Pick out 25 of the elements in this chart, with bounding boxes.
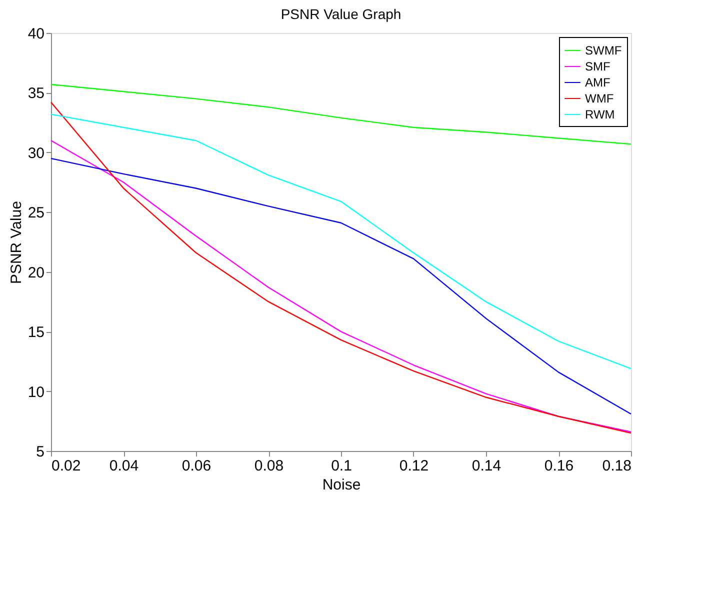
legend-label: RWM: [585, 108, 615, 122]
x-tick-label: 0.16: [544, 458, 574, 474]
x-tick-label: 0.14: [472, 458, 502, 474]
y-axis-title: PSNR Value: [8, 200, 25, 284]
y-tick-label: 35: [28, 85, 44, 102]
y-tick-label: 20: [28, 264, 44, 282]
legend-label: SWMF: [585, 44, 622, 58]
x-axis-title: Noise: [322, 476, 361, 494]
x-tick-label: 0.06: [182, 458, 212, 474]
x-tick-label: 0.18: [602, 458, 632, 474]
y-tick-label: 5: [36, 444, 44, 460]
legend-label: AMF: [585, 76, 610, 90]
y-tick-label: 40: [28, 26, 44, 42]
x-tick-label: 0.08: [254, 458, 284, 474]
legend-label: WMF: [585, 92, 614, 106]
y-tick-label: 10: [28, 384, 44, 401]
chart-title: PSNR Value Graph: [280, 6, 402, 22]
x-tick-label: 0.1: [331, 458, 352, 474]
y-tick-label: 15: [28, 324, 44, 342]
legend-label: SMF: [585, 60, 610, 74]
x-tick-label: 0.12: [399, 458, 429, 474]
x-tick-label: 0.02: [52, 458, 81, 474]
y-tick-label: 30: [28, 144, 44, 162]
x-tick-label: 0.04: [109, 458, 139, 474]
y-tick-label: 25: [28, 204, 44, 222]
